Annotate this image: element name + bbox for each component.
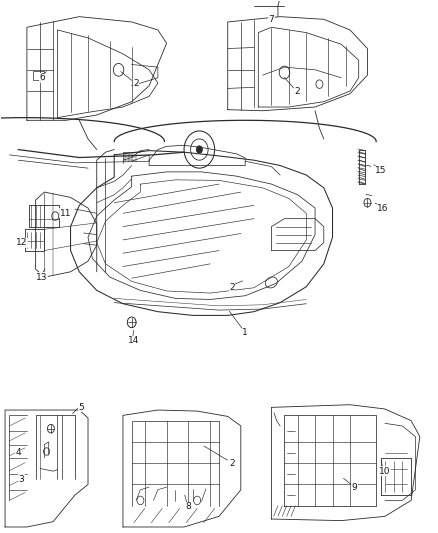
Text: 2: 2: [133, 78, 139, 87]
Text: 9: 9: [351, 482, 357, 491]
Text: 12: 12: [16, 238, 27, 247]
Text: 5: 5: [78, 403, 85, 412]
Bar: [29, 205, 59, 227]
Text: 10: 10: [379, 467, 391, 475]
Text: 15: 15: [375, 166, 386, 175]
Text: 2: 2: [295, 86, 300, 95]
Text: 13: 13: [36, 273, 48, 281]
Text: 2: 2: [229, 459, 235, 467]
Text: 6: 6: [39, 73, 45, 82]
Text: 7: 7: [268, 15, 274, 24]
Text: 1: 1: [242, 328, 248, 337]
Text: 8: 8: [186, 502, 191, 511]
Text: 11: 11: [60, 209, 71, 218]
Text: 2: 2: [229, 283, 235, 292]
Circle shape: [196, 146, 202, 154]
Text: 16: 16: [377, 204, 389, 213]
Text: 4: 4: [15, 448, 21, 457]
Text: 3: 3: [19, 475, 25, 483]
Text: 14: 14: [128, 336, 140, 345]
Bar: [33, 71, 44, 80]
